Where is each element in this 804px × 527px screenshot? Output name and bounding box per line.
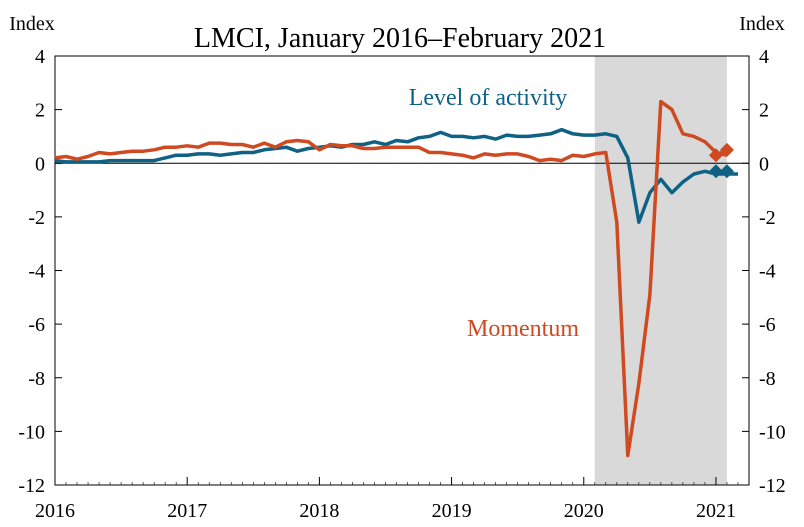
y-tick-label-left: -12: [18, 475, 45, 497]
y-tick-label-left: -10: [18, 421, 45, 443]
diamond-marker: [719, 142, 734, 157]
x-tick-label: 2018: [299, 500, 339, 522]
y-tick-label-left: 4: [35, 46, 45, 68]
level-of-activity-label: Level of activity: [409, 85, 568, 111]
y-tick-label-left: -2: [28, 207, 45, 229]
diamond-marker: [719, 164, 734, 179]
series-line-0: [54, 127, 738, 224]
x-tick-label: 2021: [696, 500, 736, 522]
y-tick-label-left: -8: [28, 368, 45, 390]
y-tick-label-left: 0: [35, 153, 45, 175]
y-tick-label-left: 2: [35, 100, 45, 122]
momentum-label: Momentum: [467, 316, 579, 342]
y-tick-label-right: -8: [759, 368, 776, 390]
y-tick-label-right: 4: [759, 46, 769, 68]
series-line-1: [54, 99, 728, 458]
right-axis-label: Index: [739, 13, 785, 35]
y-tick-label-right: -4: [759, 261, 776, 283]
y-tick-label-right: 0: [759, 153, 769, 175]
right-axis-ticks: 4 2 0 -2 -4 -6 -8 -10 -12: [742, 46, 786, 497]
series-layer: [54, 99, 738, 458]
x-tick-label: 2016: [35, 500, 75, 522]
left-axis-ticks: 4 2 0 -2 -4 -6 -8 -10 -12: [18, 46, 62, 497]
x-tick-label: 2020: [564, 500, 604, 522]
y-tick-label-right: -2: [759, 207, 776, 229]
y-tick-label-left: -6: [28, 314, 45, 336]
diamond-marker: [708, 148, 723, 163]
chart-title: LMCI, January 2016–February 2021: [194, 23, 606, 54]
x-tick-label: 2019: [432, 500, 472, 522]
y-tick-label-right: -12: [759, 475, 786, 497]
y-tick-label-right: -10: [759, 421, 786, 443]
left-axis-label: Index: [9, 13, 55, 35]
y-tick-label-left: -4: [28, 261, 45, 283]
x-tick-label: 2017: [167, 500, 207, 522]
diamond-marker: [708, 164, 723, 179]
y-tick-label-right: -6: [759, 314, 776, 336]
plot-frame: [54, 55, 750, 486]
y-tick-label-right: 2: [759, 100, 769, 122]
x-axis-ticks: 2016 2017 2018 2019 2020 2021: [35, 477, 739, 522]
